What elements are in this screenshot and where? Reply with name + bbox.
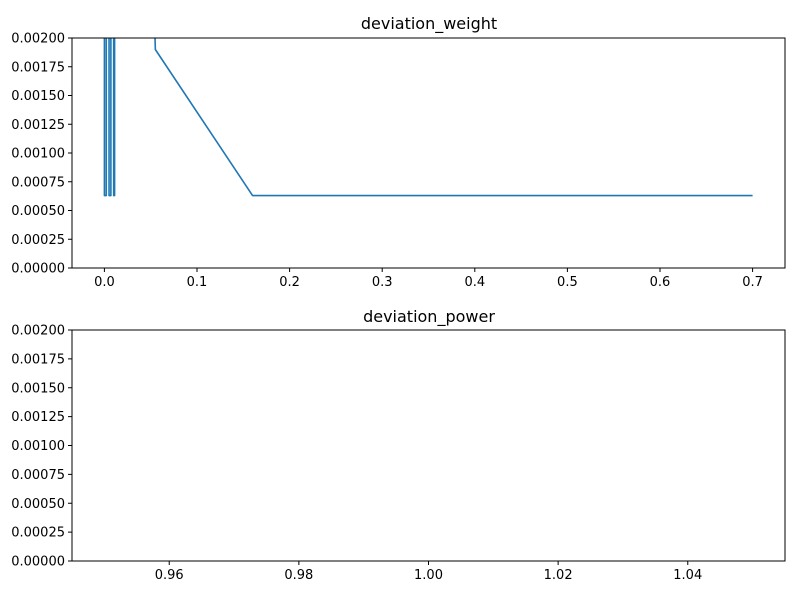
axes-frame [71, 37, 786, 269]
x-tick-label: 0.98 [284, 568, 313, 583]
x-tick-label: 1.02 [544, 568, 573, 583]
y-tick-label: 0.00050 [11, 204, 65, 219]
x-tick-label: 0.7 [742, 275, 763, 290]
y-tick-label: 0.00125 [11, 410, 65, 425]
y-tick-label: 0.00075 [11, 175, 65, 190]
plot-area [103, 38, 753, 197]
subplot-title: deviation_power [363, 307, 495, 327]
x-tick-label: 0.1 [187, 275, 208, 290]
subplot-deviation-weight: deviation_weight 0.000000.000250.000500.… [11, 14, 786, 290]
y-tick-label: 0.00075 [11, 468, 65, 483]
x-axis: 0.0 0.1 0.2 0.3 0.4 0.5 0.6 0.7 [94, 268, 763, 290]
axes-frame [71, 329, 786, 562]
y-tick-label: 0.00025 [11, 233, 65, 248]
y-axis: 0.00000 0.00025 0.00050 0.00075 0.00100 0.001… [11, 324, 72, 570]
y-tick-label: 0.00200 [11, 32, 65, 47]
subplot-deviation-power: deviation_power 0.000000.000250.000500.0… [11, 307, 786, 583]
y-tick-label: 0.00200 [11, 324, 65, 339]
y-tick-label: 0.00000 [11, 555, 65, 570]
y-tick-label: 0.00175 [11, 352, 65, 367]
y-axis: 0.00000 0.00025 0.00050 0.00075 0.00100 0.001… [11, 32, 72, 277]
x-tick-label: 0.96 [155, 568, 184, 583]
x-axis: 0.96 0.98 1.00 1.02 1.04 [155, 561, 702, 583]
x-tick-label: 0.5 [557, 275, 578, 290]
x-tick-label: 0.6 [650, 275, 671, 290]
y-tick-label: 0.00000 [11, 262, 65, 277]
x-tick-label: 0.2 [279, 275, 300, 290]
y-tick-label: 0.00100 [11, 147, 65, 162]
x-tick-label: 1.04 [673, 568, 702, 583]
x-tick-label: 0.4 [464, 275, 485, 290]
y-tick-label: 0.00025 [11, 526, 65, 541]
y-tick-label: 0.00150 [11, 89, 65, 104]
x-tick-label: 0.3 [372, 275, 393, 290]
y-tick-label: 0.00150 [11, 381, 65, 396]
series-line [103, 38, 753, 197]
y-tick-label: 0.00100 [11, 439, 65, 454]
y-tick-label: 0.00175 [11, 60, 65, 75]
subplot-title: deviation_weight [361, 14, 497, 34]
x-tick-label: 0.0 [94, 275, 115, 290]
y-tick-label: 0.00125 [11, 118, 65, 133]
x-tick-label: 1.00 [414, 568, 443, 583]
y-tick-label: 0.00050 [11, 497, 65, 512]
